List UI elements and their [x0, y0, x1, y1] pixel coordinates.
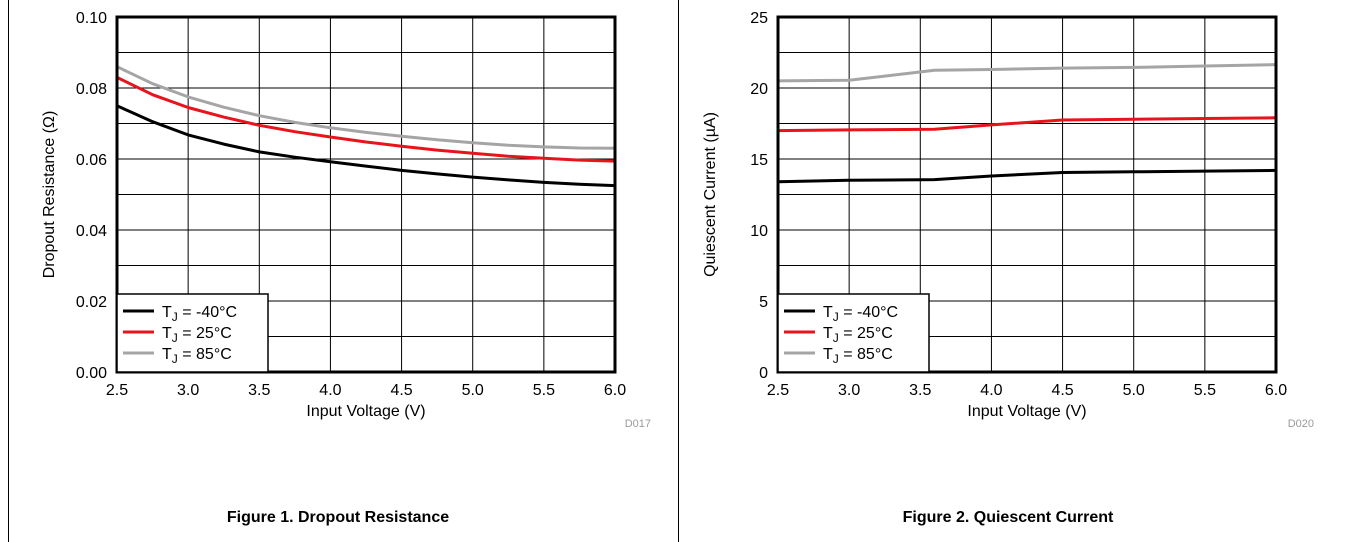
- quiescent-plot-frame: [776, 15, 1278, 374]
- quiescent-x-axis-title: Input Voltage (V): [967, 403, 1086, 420]
- quiescent-x-tick-label: 4.0: [980, 382, 1002, 399]
- quiescent-series-0: [777, 168, 1277, 184]
- dropout-x-tick-label: 4.0: [319, 382, 341, 399]
- quiescent-legend-label-2: TJ = 85°C: [823, 346, 893, 366]
- dropout-x-tick-label: 6.0: [604, 382, 626, 399]
- figure-2-panel: 2.5 3.0 3.5 4.0 4.5 5.0 5.5 6.0 0 5 10 15 20 25 Input …: [678, 0, 1351, 542]
- quiescent-current-chart: 2.5 3.0 3.5 4.0 4.5 5.0 5.5 6.0 0 5 10 15 20 25 Input …: [702, 10, 1314, 430]
- dropout-x-axis-title: Input Voltage (V): [306, 403, 425, 420]
- dropout-y-tick-label: 0.04: [76, 223, 107, 240]
- dropout-y-tick-label: 0.10: [76, 10, 107, 27]
- quiescent-x-tick-label: 3.0: [838, 382, 860, 399]
- quiescent-x-tick-label: 6.0: [1265, 382, 1287, 399]
- quiescent-y-tick-label: 15: [750, 152, 768, 169]
- dropout-resistance-chart: 2.5 3.0 3.5 4.0 4.5 5.0 5.5 6.0 0.00 0.02 0.04 0.06…: [41, 10, 651, 430]
- dropout-x-tick-label: 3.5: [248, 382, 270, 399]
- dropout-legend: TJ = -40°CTJ = 25°CTJ = 85°C: [116, 293, 269, 373]
- dropout-series-1: [116, 76, 616, 163]
- quiescent-x-tick-label: 5.0: [1123, 382, 1145, 399]
- quiescent-figure-code: D020: [1288, 418, 1314, 430]
- figure-1-panel: 2.5 3.0 3.5 4.0 4.5 5.0 5.5 6.0 0.00 0.02 0.04 0.06…: [41, 10, 651, 526]
- quiescent-y-tick-label: 0: [759, 365, 768, 382]
- dropout-series-0: [116, 104, 616, 188]
- quiescent-series-2: [777, 63, 1277, 83]
- quiescent-x-tick-label: 4.5: [1051, 382, 1073, 399]
- figure-2-caption: Figure 2. Quiescent Current: [902, 509, 1114, 526]
- quiescent-y-tick-label: 10: [750, 223, 768, 240]
- dropout-x-tick-label: 5.0: [462, 382, 484, 399]
- dropout-x-tick-label: 3.0: [177, 382, 199, 399]
- quiescent-y-tick-label: 20: [750, 81, 768, 98]
- dropout-y-axis-title: Dropout Resistance (Ω): [41, 111, 58, 279]
- dropout-x-tick-label: 5.5: [533, 382, 555, 399]
- quiescent-y-axis-title: Quiescent Current (µA): [702, 112, 719, 277]
- quiescent-legend-label-1: TJ = 25°C: [823, 325, 893, 345]
- left-border: [8, 0, 9, 542]
- quiescent-y-tick-label: 25: [750, 10, 768, 27]
- dropout-legend-label-0: TJ = -40°C: [162, 304, 237, 324]
- dropout-series-2: [116, 65, 616, 150]
- dropout-x-tick-label: 4.5: [390, 382, 412, 399]
- dropout-y-tick-label: 0.08: [76, 81, 107, 98]
- figure-1-caption: Figure 1. Dropout Resistance: [226, 509, 450, 526]
- quiescent-y-tick-label: 5: [759, 294, 768, 311]
- dropout-figure-code: D017: [625, 418, 651, 430]
- dropout-legend-label-1: TJ = 25°C: [162, 325, 232, 345]
- quiescent-x-tick-label: 2.5: [767, 382, 789, 399]
- dropout-y-tick-label: 0.02: [76, 294, 107, 311]
- quiescent-legend-label-0: TJ = -40°C: [823, 304, 898, 324]
- dropout-y-tick-label: 0.06: [76, 152, 107, 169]
- quiescent-x-tick-label: 5.5: [1194, 382, 1216, 399]
- quiescent-legend: TJ = -40°CTJ = 25°CTJ = 85°C: [777, 293, 930, 373]
- center-divider: [678, 0, 679, 542]
- quiescent-series-1: [777, 116, 1277, 133]
- quiescent-x-tick-label: 3.5: [909, 382, 931, 399]
- dropout-x-tick-label: 2.5: [106, 382, 128, 399]
- dropout-legend-label-2: TJ = 85°C: [162, 346, 232, 366]
- dropout-y-tick-label: 0.00: [76, 365, 107, 382]
- dropout-plot-frame: [115, 15, 617, 374]
